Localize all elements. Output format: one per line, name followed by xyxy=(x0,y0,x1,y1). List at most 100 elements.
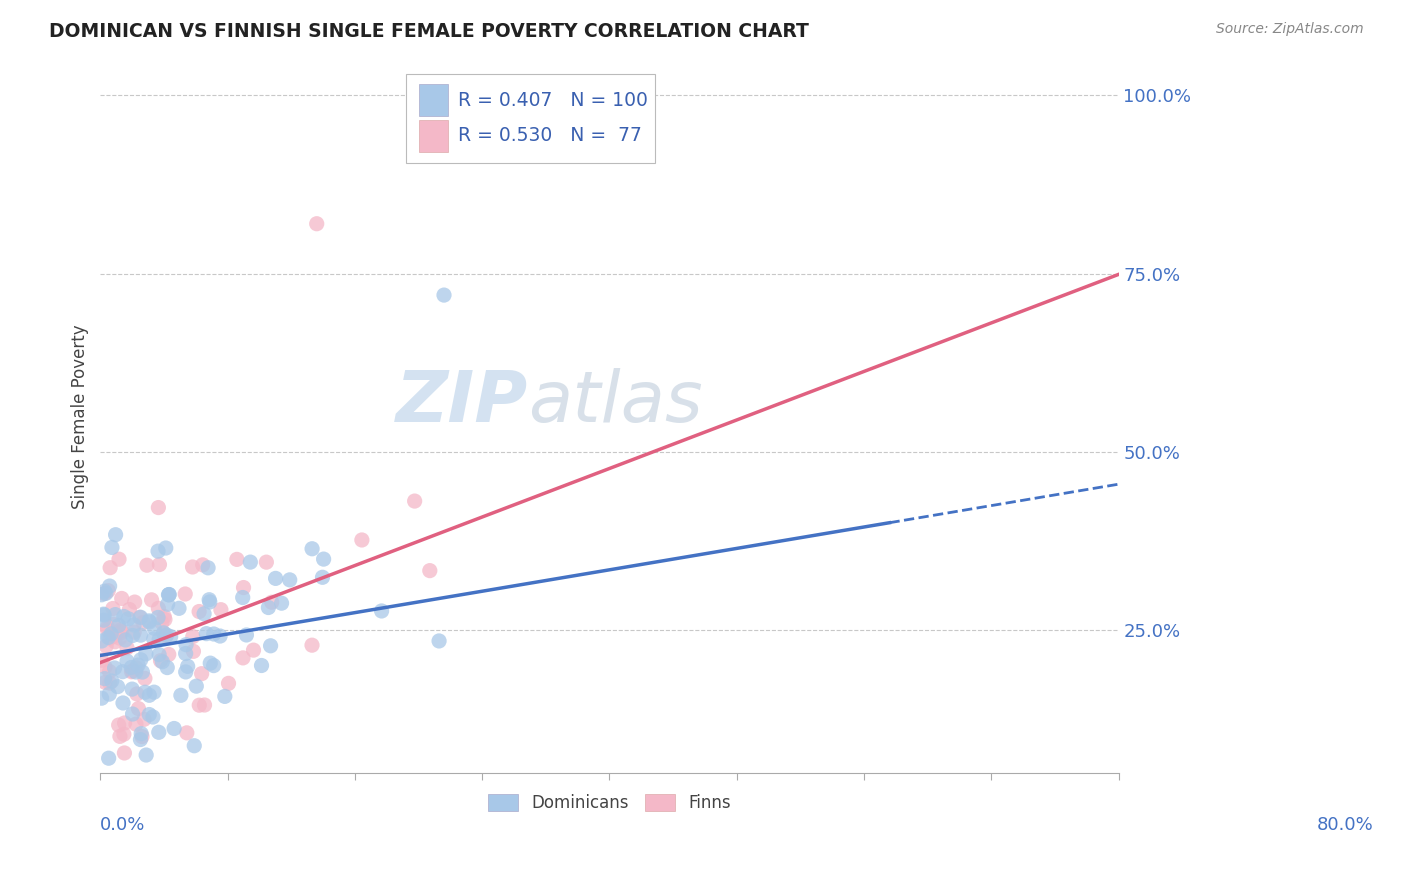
Point xyxy=(150,655,173,669)
Text: atlas: atlas xyxy=(529,368,703,436)
Point xyxy=(110,624,132,638)
Point xyxy=(90,653,112,667)
Point xyxy=(260,595,283,609)
Point xyxy=(94,660,117,674)
Point xyxy=(93,607,115,622)
Point xyxy=(148,500,170,515)
Point xyxy=(193,698,215,712)
FancyBboxPatch shape xyxy=(419,120,447,152)
Point xyxy=(134,672,156,686)
Point xyxy=(427,634,450,648)
Point xyxy=(122,625,145,640)
Point xyxy=(433,288,456,302)
Point xyxy=(121,628,143,642)
Point xyxy=(121,665,143,679)
FancyBboxPatch shape xyxy=(406,74,655,163)
Point xyxy=(311,570,333,584)
Point xyxy=(128,610,150,624)
Point xyxy=(250,658,273,673)
Point xyxy=(94,675,117,690)
Point xyxy=(200,656,222,670)
Point xyxy=(150,615,173,630)
Point xyxy=(242,643,264,657)
Point xyxy=(129,610,152,624)
Point xyxy=(157,648,180,662)
Text: 0.0%: 0.0% xyxy=(100,816,146,834)
Point xyxy=(209,629,232,643)
Point xyxy=(232,591,254,605)
Point xyxy=(232,581,254,595)
Point xyxy=(107,718,129,732)
Point xyxy=(404,494,426,508)
Point xyxy=(118,602,141,616)
Point xyxy=(93,607,115,622)
Point xyxy=(146,610,169,624)
Point xyxy=(232,651,254,665)
Point xyxy=(157,588,180,602)
Point xyxy=(104,634,127,648)
Point xyxy=(225,552,247,566)
Point xyxy=(156,597,179,611)
Point xyxy=(90,634,112,648)
Point xyxy=(108,552,131,566)
Point xyxy=(270,596,292,610)
Point xyxy=(156,660,179,674)
Point xyxy=(138,688,160,702)
Text: R = 0.530   N =  77: R = 0.530 N = 77 xyxy=(458,127,641,145)
Point xyxy=(143,685,166,699)
Point xyxy=(370,604,392,618)
Point xyxy=(98,631,121,645)
Point xyxy=(125,687,148,701)
Point xyxy=(103,629,125,643)
Point xyxy=(174,647,197,661)
Point xyxy=(90,588,112,602)
Point xyxy=(97,583,120,598)
Point xyxy=(197,561,219,575)
Point xyxy=(193,607,215,621)
Point xyxy=(148,725,170,739)
Point xyxy=(107,618,129,632)
Point xyxy=(174,665,197,679)
Point xyxy=(188,698,211,713)
Point xyxy=(202,627,225,641)
Point xyxy=(148,558,170,572)
Point xyxy=(127,701,149,715)
Point xyxy=(148,648,170,662)
Point xyxy=(176,659,198,673)
Point xyxy=(98,665,121,679)
Point xyxy=(100,627,122,641)
Point xyxy=(112,746,135,760)
Point xyxy=(239,555,262,569)
Point xyxy=(120,660,142,674)
Point xyxy=(135,647,157,661)
Point xyxy=(264,571,287,585)
Point xyxy=(209,603,232,617)
Point xyxy=(156,628,179,642)
Text: ZIP: ZIP xyxy=(395,368,529,436)
Point xyxy=(190,666,212,681)
Point xyxy=(101,601,124,615)
Point xyxy=(112,727,135,741)
Point xyxy=(202,658,225,673)
Point xyxy=(138,707,160,722)
Point xyxy=(153,612,176,626)
Point xyxy=(101,541,124,555)
Point xyxy=(131,730,153,744)
Point xyxy=(135,747,157,762)
Point xyxy=(155,629,177,643)
Point xyxy=(181,560,204,574)
Point xyxy=(90,691,112,706)
Text: 80.0%: 80.0% xyxy=(1316,816,1374,834)
Point xyxy=(218,676,240,690)
Point xyxy=(142,632,165,646)
Point xyxy=(278,573,301,587)
Point xyxy=(125,717,148,731)
Text: Source: ZipAtlas.com: Source: ZipAtlas.com xyxy=(1216,22,1364,37)
Point xyxy=(186,679,208,693)
Y-axis label: Single Female Poverty: Single Female Poverty xyxy=(72,324,89,508)
Point xyxy=(143,621,166,635)
Point xyxy=(112,609,135,624)
Point xyxy=(254,555,277,569)
Point xyxy=(104,607,127,622)
Point xyxy=(174,587,197,601)
